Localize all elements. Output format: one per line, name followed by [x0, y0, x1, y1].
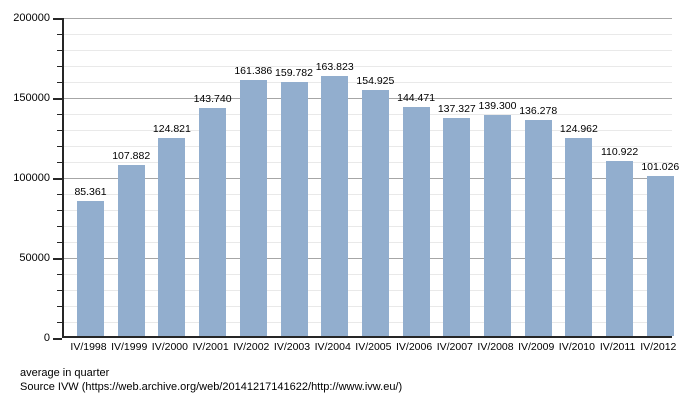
bar-IV/1998: [77, 201, 104, 336]
bar-value-label: 161.386: [234, 64, 273, 77]
y-minor-tick: [57, 114, 62, 115]
y-minor-tick: [57, 66, 62, 67]
y-minor-tick: [57, 194, 62, 195]
y-major-tick: [53, 178, 62, 180]
chart-source: Source IVW (https://web.archive.org/web/…: [20, 381, 403, 393]
y-major-tick: [53, 98, 62, 100]
y-minor-tick: [57, 130, 62, 131]
x-tick-label: IV/2008: [477, 341, 514, 353]
y-minor-tick: [57, 242, 62, 243]
major-gridline: [64, 18, 672, 19]
x-tick-label: IV/1998: [70, 341, 107, 353]
bar-value-label: 137.327: [437, 103, 476, 116]
y-minor-tick: [57, 306, 62, 307]
y-minor-tick: [57, 82, 62, 83]
y-minor-tick: [57, 290, 62, 291]
bar-value-label: 159.782: [275, 67, 313, 80]
minor-gridline: [64, 82, 672, 83]
x-tick-label: IV/2010: [558, 341, 595, 353]
bar-IV/2001: [199, 108, 227, 336]
x-tick-label: IV/2009: [518, 341, 555, 353]
y-tick-label: 150000: [13, 92, 50, 104]
bar-IV/2004: [321, 75, 349, 336]
bar-value-label: 163.823: [315, 60, 354, 73]
bar-IV/2011: [606, 160, 634, 336]
x-tick-label: IV/1999: [111, 341, 148, 353]
bar-IV/2007: [443, 118, 471, 336]
minor-gridline: [64, 66, 672, 67]
y-minor-tick: [57, 226, 62, 227]
bar-IV/2010: [565, 138, 593, 336]
chart-subtitle: average in quarter: [20, 367, 110, 379]
bar-value-label: 154.925: [356, 75, 395, 88]
bar-IV/2009: [524, 119, 552, 336]
bar-IV/2006: [402, 106, 430, 336]
bar-value-label: 136.278: [519, 104, 558, 117]
plot-area: 85.361 107.882 124.821 143.740 161.386 159.78…: [62, 18, 679, 338]
y-minor-tick: [57, 146, 62, 147]
y-minor-tick: [57, 50, 62, 51]
y-minor-tick: [57, 210, 62, 211]
x-tick-label: IV/2003: [273, 341, 311, 353]
y-minor-tick: [57, 274, 62, 275]
bar-value-label: 110.922: [601, 145, 639, 158]
y-minor-tick: [57, 34, 62, 35]
x-tick-label: IV/2007: [436, 341, 473, 353]
bar-value-label: 85.361: [74, 186, 107, 199]
x-tick-label: IV/2001: [192, 341, 229, 353]
bar-IV/2012: [646, 176, 674, 336]
bar-IV/1999: [117, 165, 145, 336]
bar-IV/2008: [484, 115, 511, 336]
bar-value-label: 143.740: [193, 93, 232, 106]
bar-IV/2002: [239, 79, 267, 336]
bar-value-label: 139.300: [478, 100, 517, 113]
y-major-tick: [53, 258, 62, 260]
y-major-tick: [53, 338, 62, 340]
x-tick-label: IV/2002: [233, 341, 270, 353]
x-tick-label: IV/2005: [355, 341, 392, 353]
y-tick-label: 100000: [13, 172, 50, 184]
bar-value-label: 107.882: [112, 150, 151, 163]
x-tick-label: IV/2006: [395, 341, 433, 353]
bar-value-label: 101.026: [641, 161, 680, 174]
x-tick-label: IV/2004: [314, 341, 351, 353]
x-tick-label: IV/2012: [640, 341, 677, 353]
y-minor-tick: [57, 322, 62, 323]
minor-gridline: [64, 34, 672, 35]
y-major-tick: [53, 18, 62, 20]
bar-value-label: 144.471: [397, 91, 436, 104]
y-tick-label: 200000: [13, 12, 50, 24]
bar-IV/2003: [280, 82, 308, 336]
bar-value-label: 124.821: [152, 123, 191, 136]
chart-footer: average in quarter Source IVW (https://w…: [20, 366, 402, 394]
y-minor-tick: [57, 162, 62, 163]
minor-gridline: [64, 50, 672, 51]
bar-IV/2005: [361, 90, 389, 336]
x-tick-label: IV/2000: [151, 341, 188, 353]
y-tick-label: 0: [43, 332, 50, 344]
bar-value-label: 124.962: [559, 123, 598, 136]
x-tick-label: IV/2011: [599, 341, 636, 353]
y-tick-label: 50000: [19, 252, 50, 264]
bar-IV/2000: [158, 138, 186, 336]
